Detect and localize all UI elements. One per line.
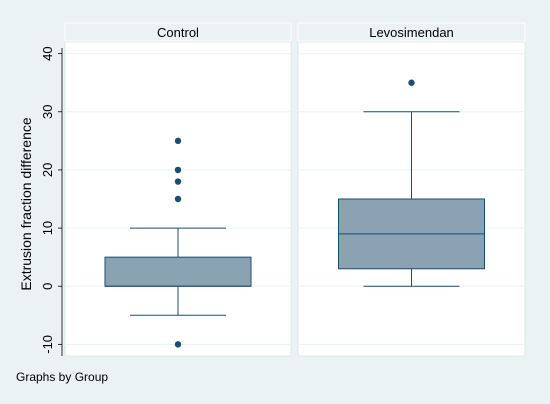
panels-layer: Control Levosimendan <box>64 22 526 357</box>
y-tick-label: 20 <box>40 163 55 177</box>
outlier-point <box>174 341 182 348</box>
panel-title: Levosimendan <box>369 25 454 40</box>
outlier-point <box>174 137 182 145</box>
y-tick-label: 10 <box>40 221 55 235</box>
panel-title: Control <box>157 25 199 40</box>
iqr-box <box>104 256 252 287</box>
y-tick-label: -10 <box>40 335 55 354</box>
outlier-point <box>174 195 182 203</box>
outlier-point <box>174 166 182 174</box>
outlier-point <box>408 79 415 86</box>
graphs-by-note: Graphs by Group <box>16 370 108 384</box>
y-tick-label: 0 <box>40 283 55 290</box>
y-axis: -10 0 10 20 30 40 <box>40 46 63 356</box>
panel-1: Control <box>64 22 292 357</box>
outlier-point <box>174 178 182 185</box>
y-tick-label: 30 <box>40 105 55 119</box>
y-tick-label: 40 <box>40 46 55 60</box>
panel-strip <box>64 22 292 42</box>
panel-2: Levosimendan <box>297 22 526 357</box>
y-axis-title: Extrusion fraction difference <box>18 117 34 290</box>
panel-strip <box>297 22 526 42</box>
